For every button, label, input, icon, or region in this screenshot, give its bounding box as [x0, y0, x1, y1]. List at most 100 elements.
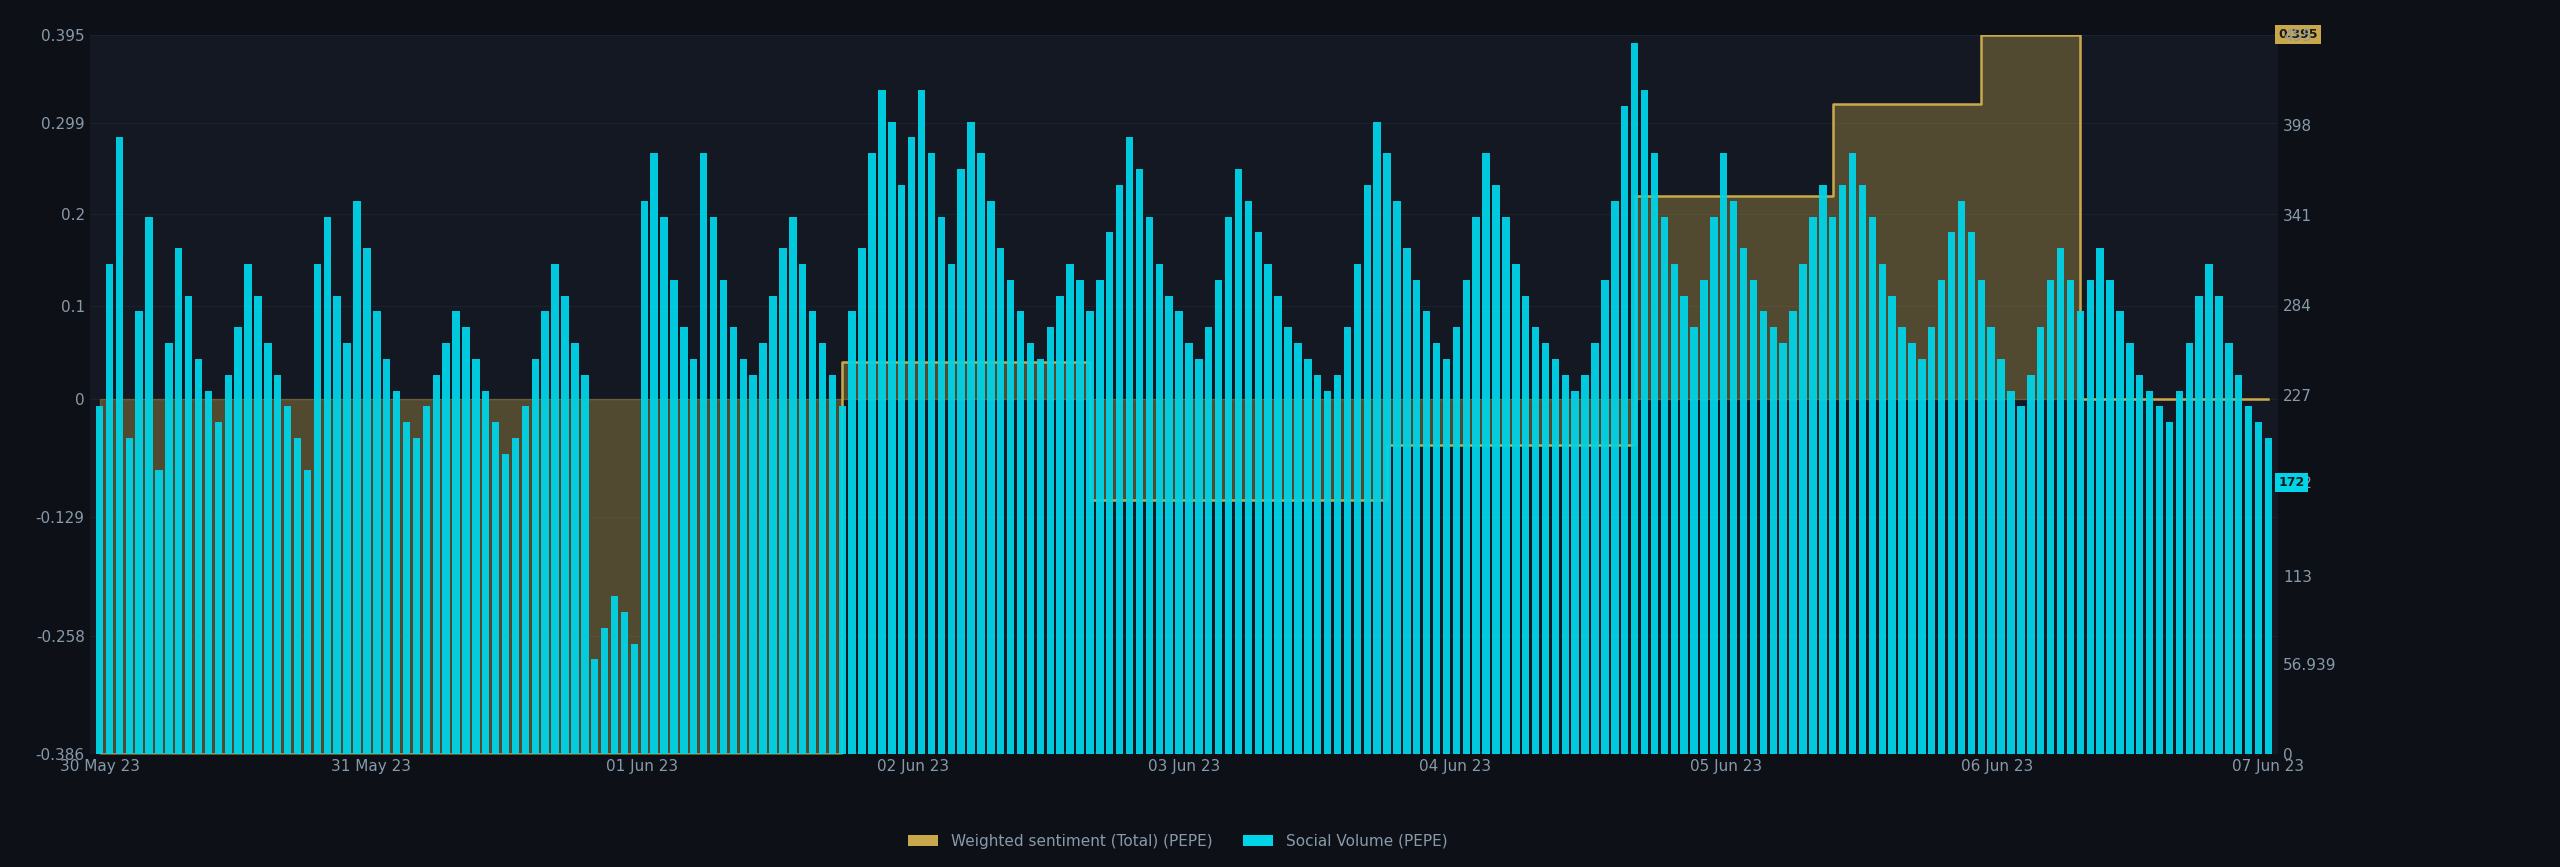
Bar: [1334, 375, 1341, 754]
Bar: [591, 660, 599, 754]
Bar: [2266, 438, 2273, 754]
Bar: [274, 375, 282, 754]
Bar: [799, 264, 806, 754]
Bar: [1651, 153, 1659, 754]
Bar: [2107, 280, 2115, 754]
Bar: [740, 359, 748, 754]
Bar: [602, 628, 609, 754]
Bar: [1672, 264, 1677, 754]
Bar: [1313, 375, 1321, 754]
Bar: [2186, 343, 2194, 754]
Bar: [2176, 390, 2184, 754]
Bar: [174, 248, 182, 754]
Bar: [146, 217, 154, 754]
Bar: [691, 359, 696, 754]
Bar: [1513, 264, 1521, 754]
Bar: [1285, 327, 1293, 754]
Bar: [1254, 232, 1262, 754]
Bar: [2017, 407, 2025, 754]
Bar: [205, 390, 212, 754]
Bar: [1006, 280, 1014, 754]
Bar: [284, 407, 292, 754]
Bar: [858, 248, 865, 754]
Bar: [125, 438, 133, 754]
Bar: [630, 643, 637, 754]
Bar: [868, 153, 876, 754]
Bar: [305, 470, 312, 754]
Bar: [1116, 185, 1124, 754]
Bar: [1741, 248, 1748, 754]
Bar: [1592, 343, 1600, 754]
Bar: [1789, 311, 1797, 754]
Bar: [2135, 375, 2143, 754]
Bar: [947, 264, 955, 754]
Bar: [1085, 311, 1093, 754]
Bar: [1969, 232, 1976, 754]
Bar: [1364, 185, 1372, 754]
Bar: [225, 375, 233, 754]
Bar: [1344, 327, 1352, 754]
Bar: [1275, 296, 1283, 754]
Bar: [2204, 264, 2212, 754]
Text: 0.395: 0.395: [2278, 29, 2317, 41]
Bar: [195, 359, 202, 754]
Bar: [2038, 327, 2045, 754]
Bar: [2145, 390, 2153, 754]
Bar: [1265, 264, 1272, 754]
Bar: [1037, 359, 1044, 754]
Bar: [543, 311, 548, 754]
Bar: [2086, 280, 2094, 754]
Bar: [1434, 343, 1441, 754]
Bar: [650, 153, 658, 754]
Bar: [243, 264, 251, 754]
Bar: [1631, 42, 1638, 754]
Bar: [1075, 280, 1083, 754]
Bar: [392, 390, 399, 754]
Bar: [612, 596, 617, 754]
Bar: [463, 327, 468, 754]
Bar: [978, 153, 986, 754]
Bar: [264, 343, 271, 754]
Bar: [164, 343, 172, 754]
Bar: [1452, 327, 1459, 754]
Bar: [115, 138, 123, 754]
Bar: [1661, 217, 1669, 754]
Bar: [719, 280, 727, 754]
Bar: [1027, 343, 1034, 754]
Bar: [919, 90, 924, 754]
Bar: [1562, 375, 1569, 754]
Bar: [333, 296, 340, 754]
Bar: [1720, 153, 1728, 754]
Bar: [640, 201, 648, 754]
Bar: [1057, 296, 1065, 754]
Bar: [1641, 90, 1649, 754]
Bar: [909, 138, 916, 754]
Bar: [2048, 280, 2053, 754]
Bar: [699, 153, 707, 754]
Bar: [788, 217, 796, 754]
Bar: [1700, 280, 1708, 754]
Bar: [422, 407, 430, 754]
Bar: [1828, 217, 1836, 754]
Bar: [1523, 296, 1528, 754]
Bar: [95, 407, 102, 754]
Bar: [315, 264, 320, 754]
Bar: [2245, 407, 2253, 754]
Bar: [1976, 280, 1984, 754]
Bar: [1147, 217, 1152, 754]
Bar: [1997, 359, 2004, 754]
Bar: [1047, 327, 1055, 754]
Bar: [1492, 185, 1500, 754]
Bar: [1948, 232, 1956, 754]
Bar: [156, 470, 164, 754]
Bar: [1185, 343, 1193, 754]
Bar: [1206, 327, 1213, 754]
Bar: [681, 327, 689, 754]
Bar: [215, 422, 223, 754]
Bar: [1859, 185, 1866, 754]
Bar: [1848, 153, 1856, 754]
Bar: [412, 438, 420, 754]
Bar: [512, 438, 520, 754]
Bar: [1393, 201, 1400, 754]
Bar: [1917, 359, 1925, 754]
